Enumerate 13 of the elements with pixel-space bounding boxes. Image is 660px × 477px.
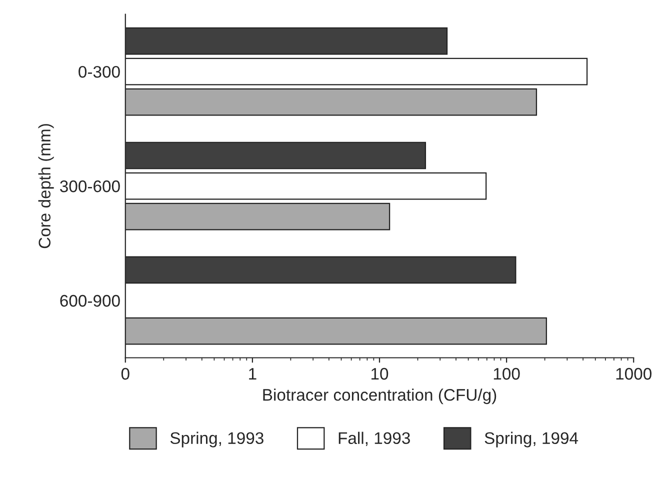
legend-label: Spring, 1994 [484, 432, 578, 448]
x-tick-label: 1000 [616, 368, 652, 380]
y-axis-title: Core depth (mm) [38, 124, 54, 248]
y-tick-label: 300-600 [60, 180, 120, 192]
x-axis-title: Biotracer concentration (CFU/g) [263, 388, 496, 404]
x-tick-label: 1 [249, 368, 256, 380]
x-tick-label: 0 [121, 368, 130, 380]
legend-label: Fall, 1993 [338, 432, 410, 446]
y-tick-label: 0-300 [78, 66, 120, 78]
legend-label: Spring, 1993 [170, 432, 264, 448]
y-tick-label: 600-900 [60, 294, 120, 307]
x-tick-label: 100 [494, 368, 520, 380]
x-tick-label: 10 [372, 368, 388, 380]
